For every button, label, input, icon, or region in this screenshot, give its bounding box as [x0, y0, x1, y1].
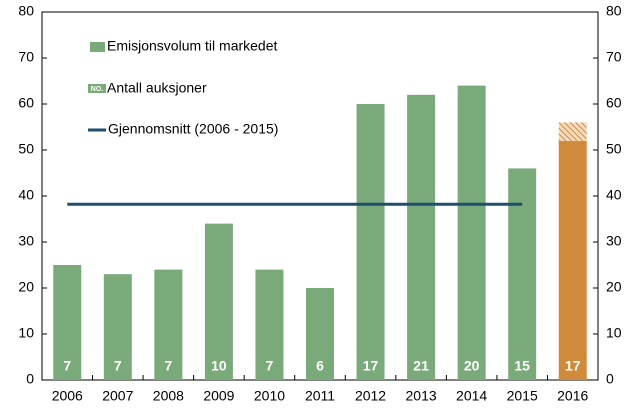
y2-tick-label: 0	[606, 371, 614, 387]
y2-tick-label: 30	[606, 233, 622, 249]
y-tick-label: 60	[18, 95, 34, 111]
bar	[407, 94, 436, 381]
x-tick-label: 2013	[406, 388, 437, 404]
legend-swatch	[88, 84, 106, 93]
x-tick-label: 2016	[557, 388, 588, 404]
legend-swatch	[90, 42, 105, 52]
x-tick-label: 2007	[102, 388, 133, 404]
count-label: 7	[63, 358, 71, 374]
y2-tick-label: 60	[606, 95, 622, 111]
x-tick-label: 2015	[507, 388, 538, 404]
y-tick-label: 10	[18, 325, 34, 341]
bar	[53, 265, 82, 380]
bar	[558, 140, 587, 380]
y-tick-label: 0	[26, 371, 34, 387]
x-tick-label: 2014	[456, 388, 487, 404]
y-tick-label: 20	[18, 279, 34, 295]
y-tick-label: 70	[18, 49, 34, 65]
y-tick-label: 30	[18, 233, 34, 249]
x-tick-label: 2009	[203, 388, 234, 404]
y2-tick-label: 70	[606, 49, 622, 65]
count-label: 6	[316, 358, 324, 374]
y-tick-label: 40	[18, 187, 34, 203]
y2-tick-label: 80	[606, 3, 622, 19]
y-tick-label: 50	[18, 141, 34, 157]
legend-icon-label: NO.	[91, 86, 104, 93]
count-label: 15	[514, 358, 530, 374]
legend-label: Antall auksjoner	[107, 80, 207, 96]
count-label: 10	[211, 358, 227, 374]
bar	[457, 85, 486, 380]
x-tick-label: 2006	[52, 388, 83, 404]
bar	[356, 104, 385, 380]
bar	[154, 269, 183, 380]
count-label: 17	[363, 358, 379, 374]
bar-hatched	[558, 122, 587, 141]
x-tick-label: 2012	[355, 388, 386, 404]
count-label: 7	[164, 358, 172, 374]
bar	[306, 288, 334, 380]
y2-tick-label: 20	[606, 279, 622, 295]
bar	[255, 269, 284, 380]
count-label: 7	[114, 358, 122, 374]
y2-tick-label: 50	[606, 141, 622, 157]
y-tick-label: 80	[18, 3, 34, 19]
x-tick-label: 2010	[254, 388, 285, 404]
bar	[103, 274, 132, 380]
y2-tick-label: 10	[606, 325, 622, 341]
count-label: 21	[413, 358, 429, 374]
count-label: 7	[266, 358, 274, 374]
bar	[204, 223, 233, 380]
x-tick-label: 2011	[305, 388, 335, 404]
y2-tick-label: 40	[606, 187, 622, 203]
count-label: 20	[464, 358, 480, 374]
x-tick-label: 2008	[153, 388, 184, 404]
legend-label: Gjennomsnitt (2006 - 2015)	[108, 121, 278, 137]
bar	[508, 168, 537, 380]
count-label: 17	[565, 358, 581, 374]
legend-label: Emisjonsvolum til markedet	[107, 38, 277, 54]
